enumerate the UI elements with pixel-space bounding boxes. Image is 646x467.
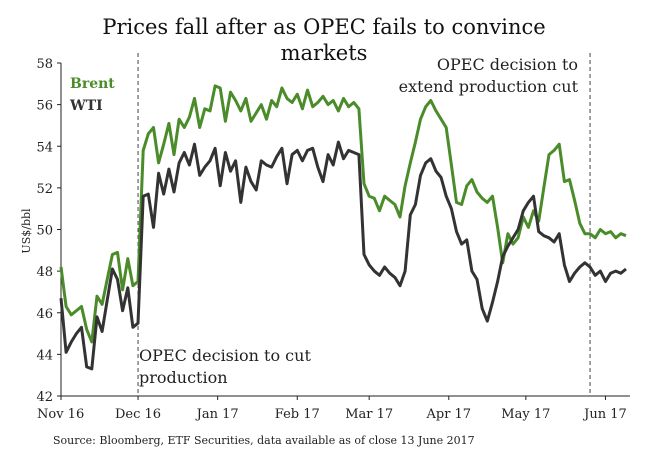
annotation-cut-line-2: production	[139, 368, 228, 387]
y-tick-label: 54	[36, 140, 53, 155]
x-tick-label: May 17	[501, 407, 550, 422]
legend-wti: WTI	[69, 98, 103, 114]
chart-title-line-1: Prices fall after as OPEC fails to convi…	[102, 15, 545, 39]
y-ticks: 42 44 46 48 50 52 54 56 58	[36, 57, 61, 405]
x-tick-label: Feb 17	[275, 407, 320, 422]
x-tick-label: Nov 16	[37, 407, 84, 422]
x-ticks: Nov 16 Dec 16 Jan 17 Feb 17 Mar 17 Apr 17 May …	[37, 396, 627, 422]
annotation-opec-extend: OPEC decision to extend production cut	[399, 55, 579, 96]
annotation-opec-cut: OPEC decision to cut production	[139, 346, 311, 387]
annotation-extend-line-2: extend production cut	[399, 77, 579, 96]
series-line-wti	[59, 140, 627, 371]
x-tick-label: Dec 16	[115, 407, 161, 422]
series-line-brent	[59, 84, 627, 344]
legend-brent: Brent	[70, 76, 115, 92]
y-tick-label: 56	[36, 99, 53, 114]
event-lines	[137, 53, 591, 396]
annotation-extend-line-1: OPEC decision to	[437, 55, 578, 74]
series	[59, 84, 627, 371]
x-tick-label: Jan 17	[195, 407, 239, 422]
chart-title-line-2: markets	[281, 41, 368, 65]
y-tick-label: 46	[36, 307, 53, 322]
y-tick-label: 58	[36, 57, 53, 72]
y-tick-label: 42	[36, 390, 53, 405]
y-axis-label: US$/bbl	[20, 208, 33, 254]
y-tick-label: 50	[36, 224, 53, 239]
x-tick-label: Jun 17	[582, 407, 627, 422]
source-note: Source: Bloomberg, ETF Securities, data …	[53, 434, 475, 447]
x-tick-label: Apr 17	[425, 407, 471, 422]
x-tick-label: Mar 17	[345, 407, 393, 422]
y-tick-label: 52	[36, 182, 53, 197]
y-tick-label: 48	[36, 265, 53, 280]
annotation-cut-line-1: OPEC decision to cut	[139, 346, 311, 365]
legend: Brent WTI	[69, 76, 115, 114]
y-tick-label: 44	[36, 348, 53, 363]
